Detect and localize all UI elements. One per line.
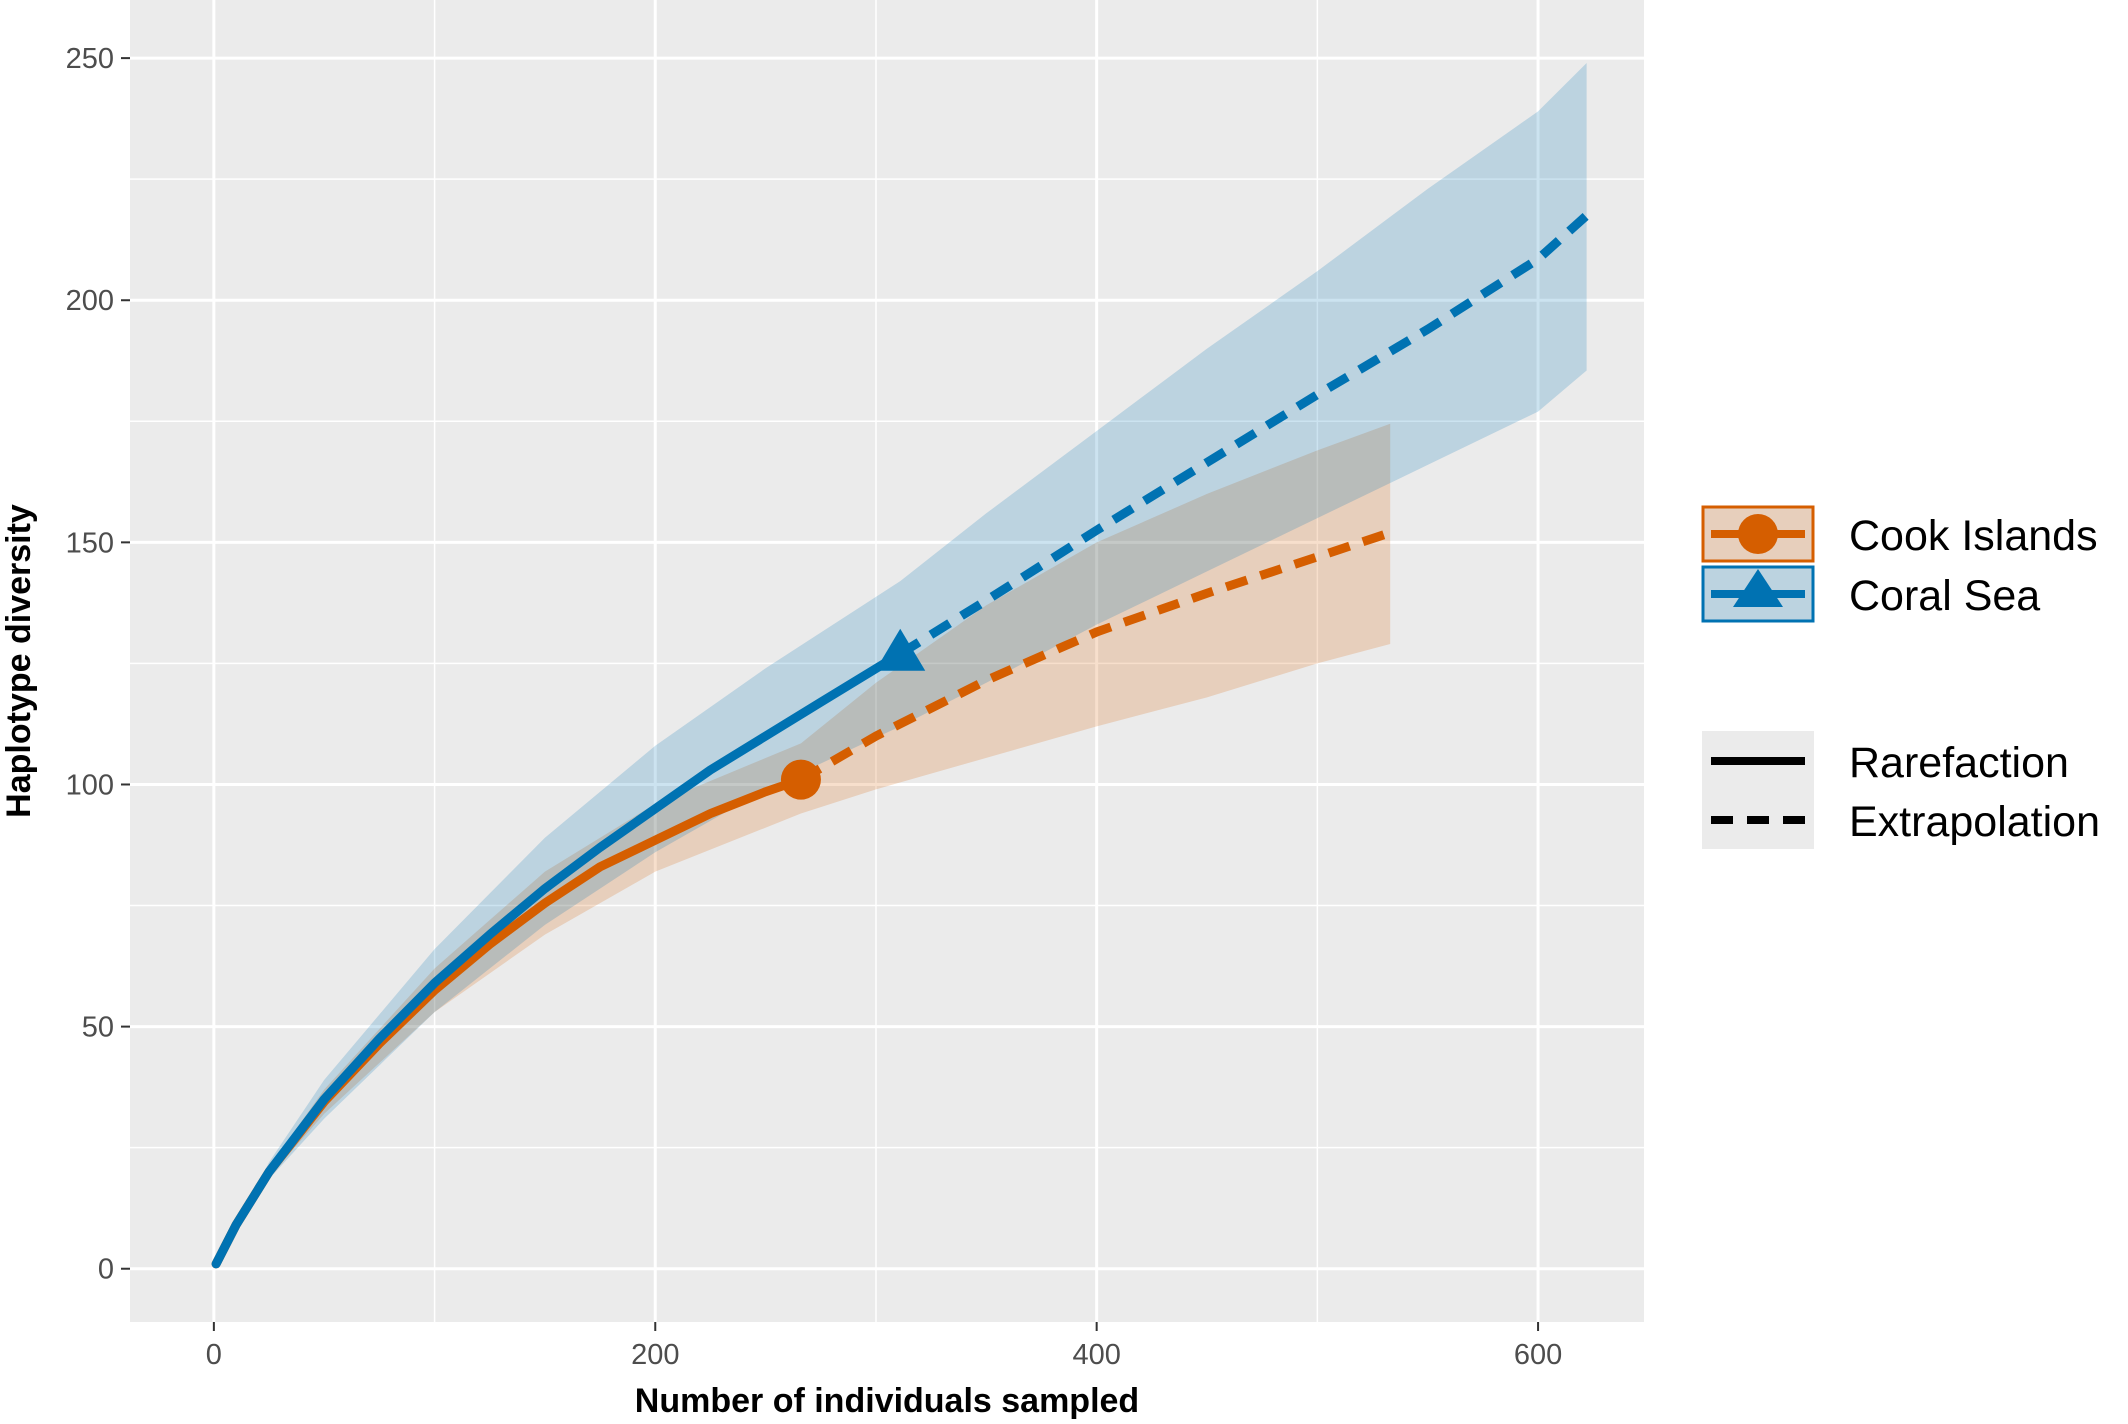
observed-markers: [780, 628, 926, 800]
legend-method: Rarefaction Extrapolation: [1702, 731, 2100, 849]
legend: Cook Islands Coral Sea Rarefaction Extra…: [1701, 505, 2100, 849]
extrapolation-line-cook-islands: [798, 528, 1392, 784]
y-tick-label: 250: [66, 43, 114, 75]
legend-label-rarefaction: Rarefaction: [1849, 739, 2069, 787]
legend-key-coral-sea-marker: [1733, 569, 1783, 607]
legend-label-extrapolation: Extrapolation: [1849, 798, 2100, 846]
legend-label-cook-islands: Cook Islands: [1849, 512, 2098, 560]
x-tick-label: 200: [631, 1339, 679, 1371]
y-tick-label: 200: [66, 285, 114, 317]
observed-marker-coral-sea: [875, 628, 926, 671]
x-tick-label: 0: [206, 1339, 222, 1371]
legend-label-coral-sea: Coral Sea: [1849, 572, 2040, 620]
axes: 0 200 400 600 0 50 100 150 200 250: [66, 43, 1563, 1371]
observed-marker-cook-islands: [780, 759, 821, 800]
legend-key-method-bg: [1702, 731, 1814, 849]
y-axis-title: Haplotype diversity: [0, 504, 38, 818]
x-tick-label: 400: [1072, 1339, 1120, 1371]
rarefaction-line-coral-sea: [211, 649, 905, 1269]
series-lines: [211, 212, 1590, 1269]
y-tick-label: 0: [98, 1254, 114, 1286]
extrapolation-line-coral-sea: [897, 212, 1590, 658]
legend-series: Cook Islands Coral Sea: [1701, 505, 2098, 623]
x-tick-label: 600: [1514, 1339, 1562, 1371]
x-axis-title: Number of individuals sampled: [635, 1382, 1139, 1420]
y-tick-label: 100: [66, 769, 114, 801]
legend-key-cook-islands-marker: [1738, 514, 1778, 554]
major-gridlines: [130, 0, 1644, 1322]
y-tick-label: 150: [66, 527, 114, 559]
y-tick-label: 50: [82, 1012, 114, 1044]
